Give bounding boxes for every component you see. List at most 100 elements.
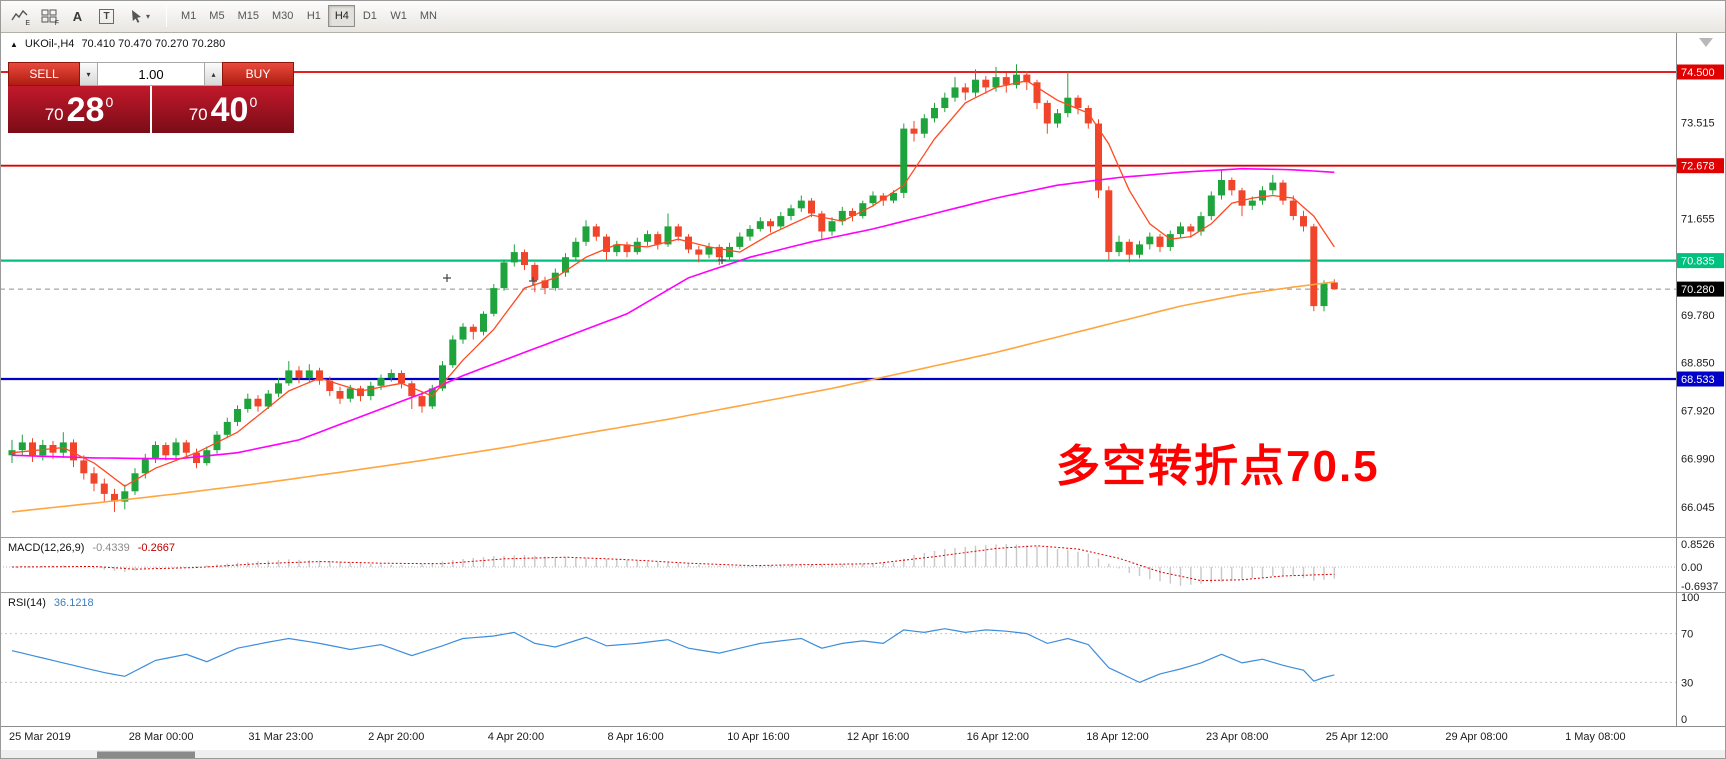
svg-text:4 Apr 20:00: 4 Apr 20:00 bbox=[488, 731, 544, 743]
svg-text:1 May 08:00: 1 May 08:00 bbox=[1565, 731, 1626, 743]
price-tag[interactable] bbox=[1677, 281, 1724, 297]
sell-price-display[interactable]: 70 28 0 bbox=[8, 86, 150, 133]
timeframe-H1[interactable]: H1 bbox=[300, 5, 327, 27]
svg-text:28 Mar 00:00: 28 Mar 00:00 bbox=[129, 731, 194, 743]
svg-text:68.533: 68.533 bbox=[1681, 374, 1715, 386]
buy-price-main: 70 bbox=[188, 104, 208, 124]
chart-style-icon[interactable]: E bbox=[6, 4, 33, 28]
buy-price-pips: 40 bbox=[210, 90, 249, 129]
timeframe-M30[interactable]: M30 bbox=[266, 5, 299, 27]
timeframe-group: M1 M5 M15 M30 H1 H4 D1 W1 MN bbox=[175, 5, 443, 27]
svg-text:2 Apr 20:00: 2 Apr 20:00 bbox=[368, 731, 424, 743]
horizontal-scrollbar-track[interactable] bbox=[0, 750, 1726, 759]
sell-price-main: 70 bbox=[44, 104, 64, 124]
price-tag[interactable] bbox=[1677, 253, 1724, 269]
cross-marker[interactable] bbox=[718, 256, 726, 264]
buy-price-display[interactable]: 70 40 0 bbox=[152, 86, 294, 133]
macd-value-main: -0.4339 bbox=[92, 542, 130, 554]
svg-text:67.920: 67.920 bbox=[1681, 406, 1715, 418]
timeframe-M5[interactable]: M5 bbox=[203, 5, 230, 27]
trade-prices-row: 70 28 0 70 40 0 bbox=[8, 86, 294, 133]
svg-text:70.280: 70.280 bbox=[1681, 284, 1715, 296]
candlesticks bbox=[8, 64, 1338, 512]
macd-name: MACD(12,26,9) bbox=[8, 542, 85, 554]
timeframe-W1[interactable]: W1 bbox=[384, 5, 413, 27]
trade-controls-row: SELL ▾ ▴ BUY bbox=[8, 62, 294, 86]
ma-fast-line bbox=[11, 80, 1335, 487]
ohlc-values: 70.410 70.470 70.270 70.280 bbox=[81, 38, 226, 50]
svg-text:74.500: 74.500 bbox=[1681, 67, 1715, 79]
one-click-trading-widget: SELL ▾ ▴ BUY 70 28 0 70 40 0 bbox=[8, 62, 294, 133]
svg-text:100: 100 bbox=[1681, 592, 1699, 604]
symbol-title: UKOil-,H4 bbox=[24, 38, 75, 50]
svg-text:30: 30 bbox=[1681, 677, 1693, 689]
icon-sub-label: E bbox=[25, 20, 30, 27]
dropdown-caret-icon: ▾ bbox=[145, 11, 150, 21]
text-box-tool-icon[interactable]: T bbox=[93, 4, 120, 28]
volume-input[interactable] bbox=[97, 62, 205, 86]
timeframe-D1[interactable]: D1 bbox=[356, 5, 383, 27]
icon-sub-label: F bbox=[54, 20, 59, 27]
macd-histogram bbox=[11, 543, 1336, 586]
horizontal-level-lines[interactable] bbox=[0, 71, 1676, 381]
sell-price-pips: 28 bbox=[66, 90, 105, 129]
svg-text:68.850: 68.850 bbox=[1681, 358, 1715, 370]
macd-label: MACD(12,26,9) -0.4339 -0.2667 bbox=[8, 542, 175, 554]
cross-marker[interactable] bbox=[529, 277, 537, 285]
chart-shift-marker[interactable] bbox=[1699, 38, 1713, 47]
svg-text:16 Apr 12:00: 16 Apr 12:00 bbox=[967, 731, 1029, 743]
volume-decrease-button[interactable]: ▾ bbox=[80, 62, 97, 86]
svg-text:25 Mar 2019: 25 Mar 2019 bbox=[9, 731, 71, 743]
ma-mid-line bbox=[11, 167, 1335, 460]
svg-text:71.655: 71.655 bbox=[1681, 213, 1715, 225]
svg-text:72.678: 72.678 bbox=[1681, 161, 1715, 173]
svg-text:0.00: 0.00 bbox=[1681, 562, 1702, 574]
rsi-label: RSI(14) 36.1218 bbox=[8, 597, 94, 609]
main-toolbar: E F A T ▾ M1 M5 M15 M30 H1 H4 D1 W1 MN bbox=[0, 0, 1726, 33]
macd-value-signal: -0.2667 bbox=[137, 542, 176, 554]
timeframe-MN[interactable]: MN bbox=[414, 5, 443, 27]
svg-text:0: 0 bbox=[1681, 714, 1687, 726]
toolbar-separator bbox=[166, 5, 167, 27]
svg-text:73.515: 73.515 bbox=[1681, 118, 1715, 130]
sell-button[interactable]: SELL bbox=[8, 62, 80, 86]
buy-button[interactable]: BUY bbox=[222, 62, 294, 86]
rsi-name: RSI(14) bbox=[8, 597, 46, 609]
svg-text:70: 70 bbox=[1681, 629, 1693, 641]
rsi-line bbox=[11, 628, 1335, 684]
symbol-arrow-icon: ▲ bbox=[10, 39, 18, 49]
tile-windows-icon[interactable]: F bbox=[35, 4, 62, 28]
buy-price-sup: 0 bbox=[249, 93, 258, 110]
horizontal-scrollbar-thumb[interactable] bbox=[97, 751, 195, 759]
text-label-tool-icon[interactable]: A bbox=[64, 4, 91, 28]
symbol-ohlc-line: ▲ UKOil-,H4 70.410 70.470 70.270 70.280 bbox=[10, 38, 225, 50]
svg-text:70.835: 70.835 bbox=[1681, 256, 1715, 268]
svg-text:66.990: 66.990 bbox=[1681, 453, 1715, 465]
rsi-value: 36.1218 bbox=[53, 597, 94, 609]
t-glyph: T bbox=[99, 8, 114, 24]
sell-price-sup: 0 bbox=[105, 93, 114, 110]
ma-slow-line bbox=[11, 281, 1335, 513]
timeframe-H4[interactable]: H4 bbox=[328, 5, 356, 27]
svg-text:8 Apr 16:00: 8 Apr 16:00 bbox=[608, 731, 664, 743]
price-tag[interactable] bbox=[1677, 64, 1724, 80]
svg-text:25 Apr 12:00: 25 Apr 12:00 bbox=[1326, 731, 1388, 743]
svg-text:69.780: 69.780 bbox=[1681, 310, 1715, 322]
timeframe-M15[interactable]: M15 bbox=[232, 5, 265, 27]
volume-increase-button[interactable]: ▴ bbox=[205, 62, 222, 86]
svg-text:18 Apr 12:00: 18 Apr 12:00 bbox=[1086, 731, 1148, 743]
svg-text:10 Apr 16:00: 10 Apr 16:00 bbox=[727, 731, 789, 743]
svg-text:31 Mar 23:00: 31 Mar 23:00 bbox=[248, 731, 313, 743]
price-tag[interactable] bbox=[1677, 371, 1724, 387]
macd-signal-line bbox=[11, 545, 1335, 582]
svg-text:66.045: 66.045 bbox=[1681, 502, 1715, 514]
price-tag[interactable] bbox=[1677, 158, 1724, 174]
svg-text:-0.6937: -0.6937 bbox=[1681, 581, 1718, 593]
cross-marker[interactable] bbox=[443, 274, 451, 282]
svg-text:29 Apr 08:00: 29 Apr 08:00 bbox=[1445, 731, 1507, 743]
timeframe-M1[interactable]: M1 bbox=[175, 5, 202, 27]
chart-annotation-text: 多空转折点70.5 bbox=[1056, 442, 1380, 491]
cursor-tool-icon[interactable]: ▾ bbox=[122, 4, 158, 28]
svg-text:23 Apr 08:00: 23 Apr 08:00 bbox=[1206, 731, 1268, 743]
